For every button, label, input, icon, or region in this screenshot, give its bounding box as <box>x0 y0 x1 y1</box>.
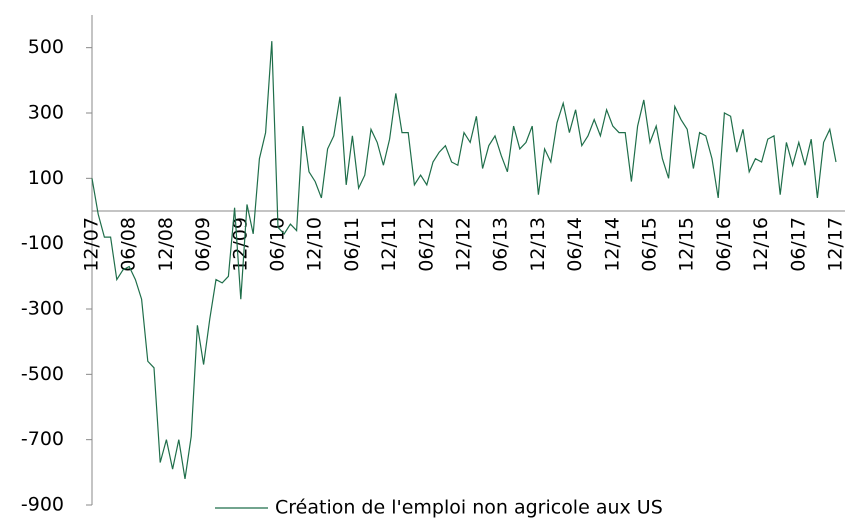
x-tick-label: 06/14 <box>564 217 586 272</box>
x-tick-label: 06/12 <box>415 217 437 272</box>
x-tick-label: 06/16 <box>713 217 735 272</box>
x-tick-label: 06/15 <box>639 217 661 272</box>
y-tick-label: -700 <box>21 428 64 450</box>
x-tick-label: 12/17 <box>825 217 845 272</box>
x-tick-label: 06/10 <box>267 217 289 272</box>
x-tick-label: 12/12 <box>453 217 475 272</box>
x-tick-label: 12/07 <box>81 217 103 272</box>
x-tick-label: 06/11 <box>341 217 363 272</box>
y-tick-label: -500 <box>21 363 64 385</box>
x-tick-label: 12/11 <box>378 217 400 272</box>
x-tick-label: 06/13 <box>490 217 512 272</box>
y-tick-label: -900 <box>21 494 64 516</box>
x-tick-label: 06/08 <box>118 217 140 272</box>
y-tick-label: -300 <box>21 298 64 320</box>
y-tick-label: 300 <box>28 102 64 124</box>
x-tick-label: 12/13 <box>527 217 549 272</box>
y-tick-label: 500 <box>28 36 64 58</box>
legend-label: Création de l'emploi non agricole aux US <box>275 497 663 519</box>
x-tick-label: 06/09 <box>192 217 214 272</box>
series-line <box>91 41 837 479</box>
y-tick-label: -100 <box>21 232 64 254</box>
y-tick-label: 100 <box>28 167 64 189</box>
x-tick-label: 06/17 <box>787 217 809 272</box>
x-tick-label: 12/14 <box>601 217 623 272</box>
x-tick-label: 12/10 <box>304 217 326 272</box>
x-tick-label: 12/16 <box>750 217 772 272</box>
x-tick-label: 12/15 <box>676 217 698 272</box>
x-tick-label: 12/08 <box>155 217 177 272</box>
